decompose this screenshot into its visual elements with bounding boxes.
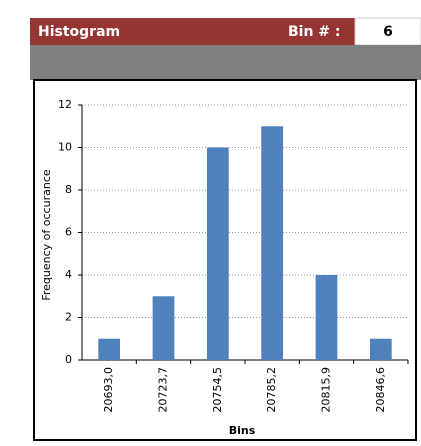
toolbar	[30, 45, 421, 80]
bar	[206, 147, 229, 360]
bar	[261, 126, 284, 360]
y-tick-label: 6	[65, 226, 72, 239]
y-tick-label: 12	[58, 98, 72, 111]
x-tick-label: 20723,7	[157, 367, 170, 413]
y-tick-label: 2	[65, 311, 72, 324]
y-tick-label: 8	[65, 183, 72, 196]
x-axis-label: Bins	[229, 424, 256, 437]
bar	[98, 338, 121, 360]
header-title: Histogram	[38, 24, 120, 40]
y-tick-label: 4	[65, 268, 72, 281]
x-tick-label: 20785,2	[265, 367, 278, 413]
x-tick-label: 20693,0	[102, 367, 115, 413]
bin-value: 6	[383, 24, 393, 40]
x-tick-label: 20754,5	[211, 367, 224, 413]
bin-label: Bin # :	[288, 24, 341, 40]
x-tick-label: 20815,9	[320, 367, 333, 413]
y-tick-label: 10	[58, 141, 72, 154]
y-axis-label: Frequency of occurance	[40, 169, 53, 301]
bin-input[interactable]	[354, 17, 421, 46]
x-tick-label: 20846,6	[374, 367, 387, 413]
header-bar	[30, 18, 355, 45]
bar	[315, 275, 338, 360]
bar	[369, 338, 392, 360]
y-tick-label: 0	[65, 353, 72, 366]
bar	[152, 296, 175, 360]
